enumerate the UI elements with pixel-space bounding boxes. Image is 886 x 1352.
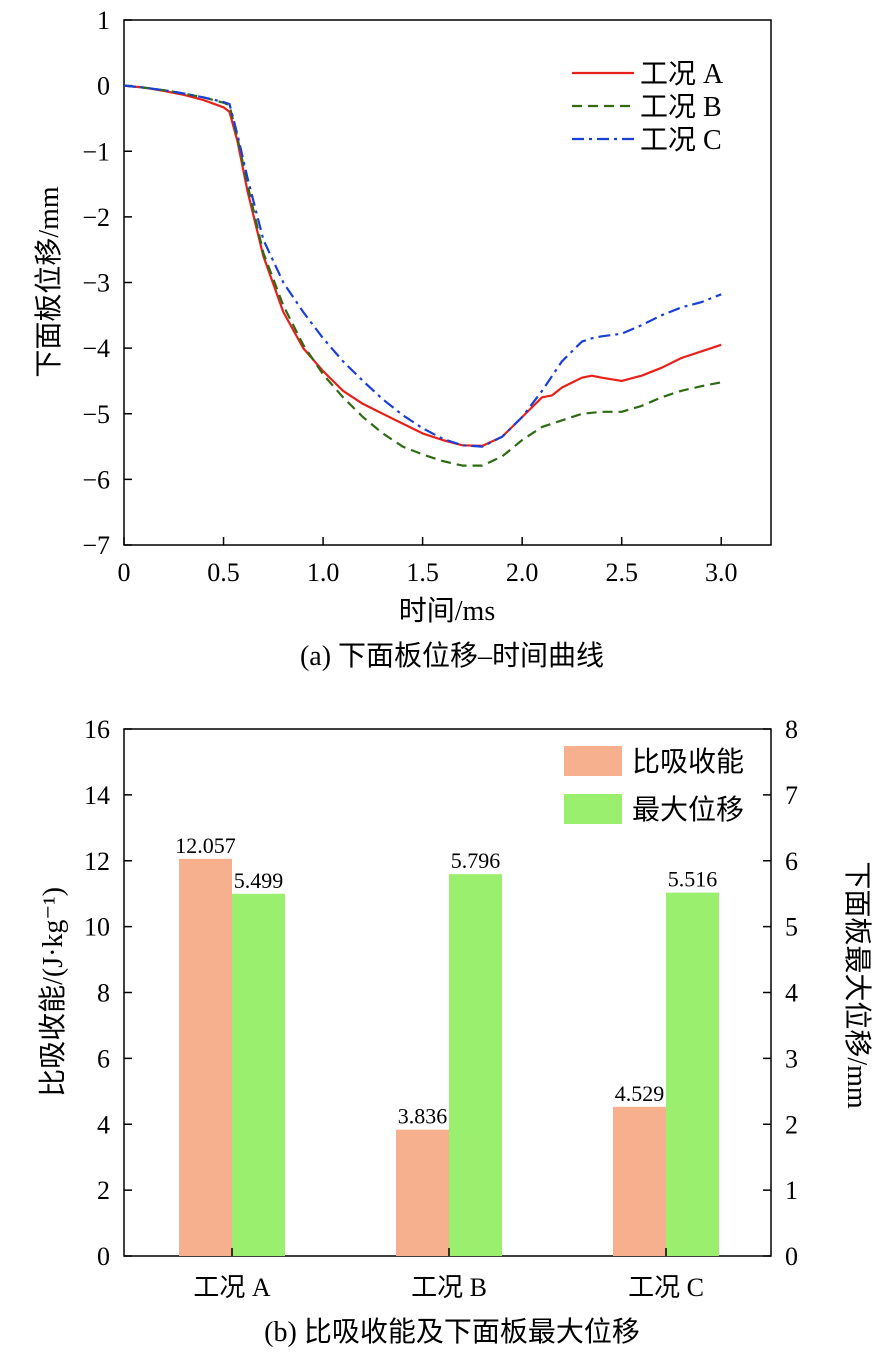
left-y-tick-label-b: 2 (97, 1176, 110, 1205)
bar-energy (613, 1106, 666, 1256)
right-y-tick-label-b: 1 (785, 1176, 798, 1205)
right-y-tick-label-b: 6 (785, 847, 798, 876)
left-y-axis-ticks-b: 0 2 4 6 8 10 12 14 16 (84, 715, 132, 1271)
x-tick-label-a: 1.0 (307, 558, 340, 587)
right-y-tick-label-b: 8 (785, 715, 798, 744)
y-axis-title-a: 下面板位移/mm (33, 186, 65, 378)
caption-a: (a) 下面板位移–时间曲线 (300, 640, 604, 672)
left-y-tick-label-b: 4 (97, 1110, 110, 1139)
bar-value-label: 5.796 (451, 848, 501, 873)
y-tick-label-a: −1 (82, 137, 110, 166)
bar-value-label: 4.529 (615, 1081, 665, 1106)
y-tick-label-a: −2 (82, 203, 110, 232)
right-y-axis-ticks-b: 0 1 2 3 4 5 6 7 8 (763, 715, 798, 1271)
x-axis-title-a: 时间/ms (399, 595, 495, 627)
category-label-b: 工况 C (628, 1273, 704, 1302)
series-line-c (123, 84, 722, 448)
y-tick-label-a: −4 (82, 334, 110, 363)
x-axis-ticks-a: 0 0.5 1.0 1.5 2.0 2.5 3.0 (118, 537, 738, 587)
x-tick-label-a: 2.5 (605, 558, 638, 587)
displacement-time-chart: 0 0.5 1.0 1.5 2.0 2.5 3.0 1 0 −1 −2 −3 −4 −5 −6 −7 时间/… (33, 6, 772, 672)
right-y-tick-label-b: 2 (785, 1110, 798, 1139)
series-lines-a (123, 84, 722, 467)
series-line-a (123, 84, 722, 447)
left-y-tick-label-b: 12 (84, 847, 110, 876)
right-y-tick-label-b: 7 (785, 781, 798, 810)
y-tick-label-a: 0 (97, 72, 110, 101)
bar-energy (396, 1129, 449, 1256)
bar-displacement (666, 892, 719, 1256)
left-y-tick-label-b: 16 (84, 715, 110, 744)
bar-displacement (449, 874, 502, 1256)
legend-label-b: 比吸收能 (632, 746, 744, 778)
series-line-b (123, 84, 722, 467)
x-tick-label-a: 1.5 (406, 558, 439, 587)
left-y-tick-label-b: 6 (97, 1044, 110, 1073)
right-y-tick-label-b: 4 (785, 979, 798, 1008)
y-tick-label-a: −6 (82, 465, 110, 494)
y-tick-label-a: 1 (97, 6, 110, 35)
left-y-tick-label-b: 10 (84, 913, 110, 942)
left-y-axis-title-b: 比吸收能/(J·kg⁻¹) (37, 887, 69, 1097)
right-y-tick-label-b: 0 (785, 1242, 798, 1271)
bar-value-label: 3.836 (398, 1104, 448, 1129)
y-tick-label-a: −5 (82, 400, 110, 429)
y-axis-ticks-a: 1 0 −1 −2 −3 −4 −5 −6 −7 (82, 6, 132, 560)
bar-energy (179, 858, 232, 1256)
bar-value-label: 5.516 (668, 867, 718, 892)
legend-label-a: 工况 B (640, 92, 722, 123)
left-y-tick-label-b: 8 (97, 979, 110, 1008)
legend-swatch-b (564, 794, 622, 824)
category-label-b: 工况 A (193, 1273, 271, 1302)
x-tick-label-a: 0.5 (207, 558, 240, 587)
bar-value-label: 12.057 (175, 833, 236, 858)
legend-label-a: 工况 C (640, 125, 722, 156)
caption-b: (b) 比吸收能及下面板最大位移 (264, 1316, 640, 1348)
bars-b: 12.057 5.499 3.836 5.796 4.529 5.516 (175, 833, 719, 1256)
category-labels-b: 工况 A 工况 B 工况 C (193, 1248, 704, 1302)
x-tick-label-a: 2.0 (506, 558, 539, 587)
right-y-axis-title-b: 下面板最大位移/mm (841, 861, 873, 1109)
left-y-tick-label-b: 14 (84, 781, 110, 810)
legend-label-b: 最大位移 (632, 794, 744, 826)
x-tick-label-a: 0 (118, 558, 131, 587)
bar-displacement (232, 893, 285, 1256)
left-y-tick-label-b: 0 (97, 1242, 110, 1271)
x-tick-label-a: 3.0 (705, 558, 738, 587)
category-label-b: 工况 B (411, 1273, 487, 1302)
right-y-tick-label-b: 5 (785, 913, 798, 942)
bar-value-label: 5.499 (234, 868, 284, 893)
legend-a: 工况 A工况 B工况 C (572, 59, 724, 156)
y-tick-label-a: −3 (82, 269, 110, 298)
legend-swatch-b (564, 746, 622, 776)
y-tick-label-a: −7 (82, 531, 110, 560)
right-y-tick-label-b: 3 (785, 1044, 798, 1073)
legend-label-a: 工况 A (640, 59, 724, 90)
